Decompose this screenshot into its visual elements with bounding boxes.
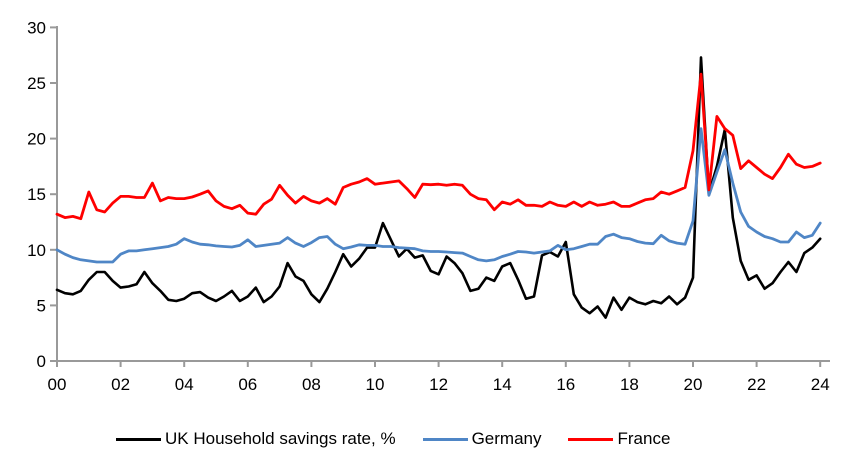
x-tick-label-10: 10 [366,375,385,394]
x-tick-label-16: 16 [556,375,575,394]
y-tick-label-25: 25 [27,74,46,93]
y-tick-label-0: 0 [37,352,46,371]
series-line-1 [55,127,822,264]
legend-item-uk: UK Household savings rate, % [116,429,396,449]
x-tick-label-06: 06 [238,375,257,394]
uk-line-sample [116,437,161,441]
x-tick-label-20: 20 [684,375,703,394]
series-line-0 [55,56,822,319]
x-tick-label-04: 04 [175,375,194,394]
plot-area: 0 5 10 15 20 25 30 00 02 04 06 08 10 12 14 16 18 20 22 24 [27,18,830,394]
x-tick-label-14: 14 [493,375,512,394]
x-tick-label-18: 18 [620,375,639,394]
france-line-sample [568,437,614,441]
germany-line-sample [422,437,468,441]
series-line-2 [55,72,822,221]
france-legend-label: France [617,429,671,448]
x-tick-label-24: 24 [811,375,830,394]
y-tick-label-15: 15 [27,185,46,204]
y-tick-label-20: 20 [27,130,46,149]
y-tick-label-10: 10 [27,241,46,260]
x-tick-label-08: 08 [302,375,321,394]
x-tick-label-22: 22 [747,375,766,394]
y-tick-label-30: 30 [27,18,46,37]
legend: UK Household savings rate, % Germany Fra… [0,429,852,449]
x-tick-label-02: 02 [111,375,130,394]
uk-legend-label: UK Household savings rate, % [165,429,396,448]
legend-item-germany: Germany [422,429,542,449]
y-tick-label-5: 5 [37,296,46,315]
x-tick-label-00: 00 [48,375,67,394]
x-tick-label-12: 12 [429,375,448,394]
germany-legend-label: Germany [471,429,542,448]
legend-item-france: France [568,429,670,449]
